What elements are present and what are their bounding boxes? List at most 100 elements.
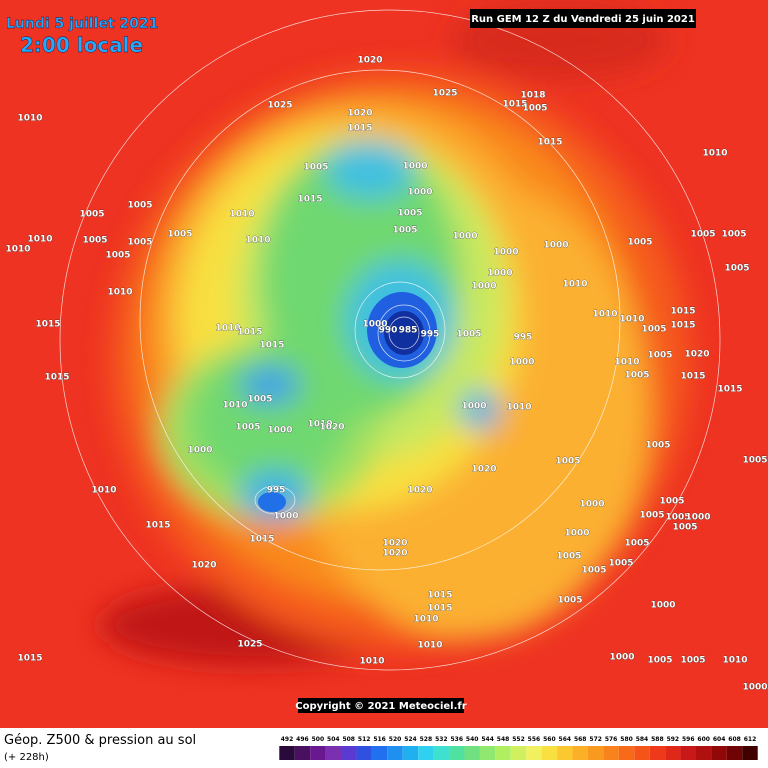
colorbar-swatch [742,746,758,760]
colorbar-swatch [572,746,588,760]
colorbar-swatch [479,746,496,760]
pressure-label: 1005 [624,539,649,549]
pressure-label: 1005 [556,552,581,562]
colorbar-label: 596 [682,736,695,743]
pressure-label: 1015 [670,321,695,331]
pressure-label: 1010 [91,486,116,496]
colorbar-swatch [634,746,650,760]
pressure-label: 985 [399,326,418,336]
pressure-label: 1020 [684,350,709,360]
pressure-label: 1000 [187,446,212,456]
pressure-label: 1000 [493,248,518,258]
pressure-label: 1005 [581,566,606,576]
pressure-label: 1015 [35,320,60,330]
pressure-label: 1020 [357,56,382,66]
colorbar-label: 556 [528,736,541,743]
pressure-label: 1015 [17,654,42,664]
colorbar-label: 496 [296,736,309,743]
pressure-label: 1000 [650,601,675,611]
pressure-label: 1025 [267,101,292,111]
pressure-label: 1005 [624,371,649,381]
copyright: Copyright © 2021 Meteociel.fr [295,701,466,712]
pressure-label: 1000 [685,513,710,523]
colorbar-label: 544 [481,736,494,743]
time: 2:00 locale [20,33,143,57]
pressure-label: 1015 [237,328,262,338]
colorbar-label: 588 [651,736,664,743]
colorbar-swatch [449,746,465,760]
colorbar-label: 536 [451,736,464,743]
colorbar: 492 496 500 504 508 512 516 520 524 528 532 536 540 5… [279,736,758,760]
pressure-label: 1020 [407,486,432,496]
colorbar-swatch [495,746,511,760]
pressure-label: 1000 [452,232,477,242]
colorbar-label: 552 [512,736,525,743]
pressure-label: 1005 [303,163,328,173]
pressure-label: 1015 [145,521,170,531]
pressure-label: 1005 [665,513,690,523]
pressure-label: 1010 [215,324,240,334]
pressure-label: 1000 [487,269,512,279]
colorbar-label: 568 [574,736,587,743]
pressure-label: 1005 [641,325,666,335]
colorbar-label: 516 [373,736,386,743]
pressure-label: 1005 [639,511,664,521]
pressure-label: 1010 [506,403,531,413]
pressure-label: 1010 [592,310,617,320]
pressure-label: 1005 [645,441,670,451]
pressure-label: 1015 [537,138,562,148]
pressure-label: 1010 [5,245,30,255]
pressure-label: 1010 [307,420,332,430]
colorbar-swatch [726,746,743,760]
pressure-label: 1010 [702,149,727,159]
colorbar-label: 612 [744,736,757,743]
pressure-label: 1020 [191,561,216,571]
pressure-label: 1000 [609,653,634,663]
colorbar-swatch [294,746,311,760]
pressure-label: 995 [421,330,440,340]
pressure-label: 1005 [557,596,582,606]
colorbar-swatch [649,746,666,760]
colorbar-label: 512 [358,736,371,743]
colorbar-label: 532 [435,736,448,743]
pressure-label: 1015 [347,124,372,134]
pressure-label: 1005 [555,457,580,467]
colorbar-swatch [526,746,542,760]
colorbar-swatch [310,746,326,760]
pressure-label: 1000 [362,320,387,330]
pressure-label: 1005 [690,230,715,240]
pressure-label: 995 [267,486,286,496]
colorbar-label: 572 [589,736,602,743]
pressure-label: 1000 [579,500,604,510]
pressure-label: 1005 [167,230,192,240]
pressure-label: 1015 [680,372,705,382]
pressure-label: 995 [514,333,533,343]
pressure-label: 1000 [267,426,292,436]
pressure-label: 1020 [382,539,407,549]
pressure-label: 1005 [608,559,633,569]
colorbar-swatch [325,746,342,760]
pressure-label: 1005 [659,497,684,507]
colorbar-swatch [371,746,388,760]
pressure-label: 1005 [724,264,749,274]
pressure-label: 1010 [413,615,438,625]
footer-title: Géop. Z500 & pression au sol [4,733,196,748]
pressure-label: 1000 [509,358,534,368]
pressure-label: 1000 [402,162,427,172]
pressure-label: 1010 [359,657,384,667]
colorbar-label: 504 [327,736,340,743]
pressure-label: 1005 [647,656,672,666]
colorbar-swatch [510,746,527,760]
colorbar-swatch [665,746,681,760]
pressure-label: 990 [379,326,398,336]
pressure-label: 1010 [222,401,247,411]
pressure-label: 1000 [543,241,568,251]
pressure-label: 1005 [680,656,705,666]
colorbar-label: 540 [466,736,479,743]
colorbar-label: 524 [404,736,417,743]
colorbar-swatch [387,746,403,760]
colorbar-swatch [356,746,372,760]
pressure-label: 1015 [297,195,322,205]
